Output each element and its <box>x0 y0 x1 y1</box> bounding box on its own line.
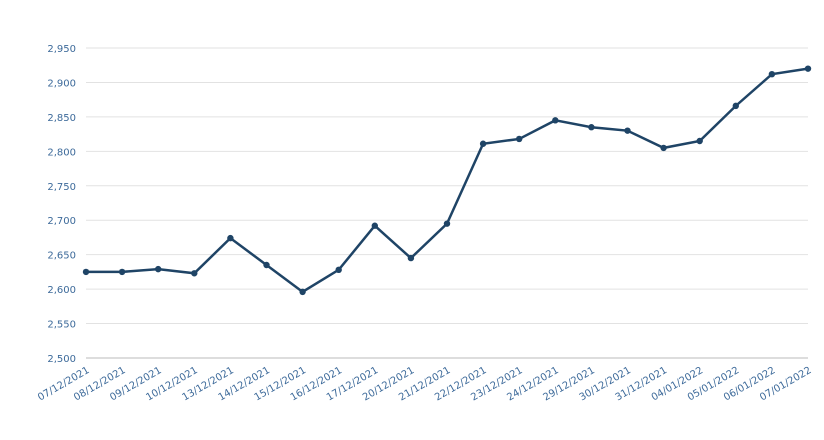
point <box>407 254 415 262</box>
y-tick-label: 2,850 <box>47 113 76 124</box>
y-tick-label: 2,800 <box>47 147 76 158</box>
point <box>118 268 126 276</box>
point <box>516 135 523 143</box>
point <box>299 288 306 296</box>
y-tick-label: 2,750 <box>47 182 76 193</box>
y-tick-label: 2,550 <box>47 320 76 331</box>
point <box>660 144 667 152</box>
point <box>479 140 487 147</box>
y-tick-label: 2,900 <box>47 78 76 89</box>
point <box>624 127 631 134</box>
point <box>335 266 342 274</box>
point <box>552 117 559 124</box>
point <box>696 137 703 145</box>
y-tick-label: 2,950 <box>47 44 76 55</box>
point <box>588 124 595 131</box>
point <box>768 70 776 78</box>
y-tick-label: 2,500 <box>47 354 76 365</box>
point <box>732 102 739 110</box>
point <box>263 261 270 269</box>
point <box>155 265 162 273</box>
point <box>227 234 234 242</box>
point <box>804 65 812 72</box>
line <box>86 67 809 294</box>
point <box>371 222 378 229</box>
point <box>191 270 198 277</box>
y-tick-label: 2,600 <box>47 285 76 296</box>
y-tick-label: 2,700 <box>47 216 76 227</box>
point <box>82 268 90 276</box>
point <box>443 220 451 227</box>
y-tick-label: 2,650 <box>47 251 76 262</box>
